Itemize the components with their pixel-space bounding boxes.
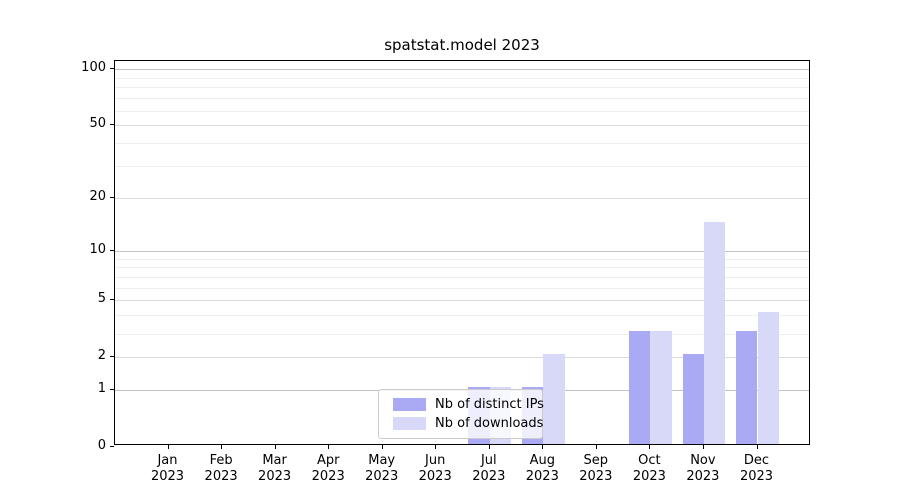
- x-tick-label-feb: Feb 2023: [189, 453, 253, 485]
- x-tick-text: May: [368, 453, 396, 468]
- gridline-y-2: [115, 357, 809, 359]
- y-tick-label-20: 20: [89, 188, 106, 204]
- x-tick-label-sep: Sep 2023: [564, 453, 628, 485]
- x-tick-text: Dec: [743, 453, 770, 468]
- x-tick-text: Mar: [262, 453, 287, 468]
- x-tick-jun: [435, 445, 437, 449]
- x-tick-label-aug: Aug 2023: [510, 453, 574, 485]
- y-tick-label-1: 1: [97, 381, 106, 397]
- gridline-y-10: [115, 250, 809, 252]
- y-tick-5: [110, 299, 114, 301]
- x-tick-text: Jun: [425, 453, 446, 468]
- x-tick-text: 2023: [204, 469, 238, 484]
- legend-item-distinct-ips: Nb of distinct IPs: [387, 396, 544, 414]
- gridline-y-30: [115, 165, 809, 167]
- x-tick-apr: [328, 445, 330, 449]
- legend-item-downloads: Nb of downloads: [387, 415, 543, 433]
- gridline-y-8: [115, 267, 809, 269]
- x-tick-text: Nov: [690, 453, 716, 468]
- x-tick-jan: [167, 445, 169, 449]
- x-tick-label-jul: Jul 2023: [457, 453, 521, 485]
- x-tick-jul: [488, 445, 490, 449]
- gridline-y-100: [115, 69, 809, 71]
- x-tick-label-may: May 2023: [350, 453, 414, 485]
- gridline-y-70: [115, 98, 809, 99]
- x-tick-text: 2023: [739, 469, 774, 484]
- x-tick-text: 2023: [525, 469, 559, 484]
- x-tick-text: 2023: [579, 469, 613, 484]
- gridline-y-6: [115, 287, 809, 289]
- bar-oct-downloads: [650, 330, 672, 444]
- gridline-y-40: [115, 143, 809, 144]
- x-tick-mar: [274, 445, 276, 449]
- x-tick-aug: [542, 445, 544, 449]
- gridline-y-50: [115, 125, 809, 127]
- x-tick-label-nov: Nov 2023: [671, 453, 735, 485]
- y-tick-label-50: 50: [89, 116, 106, 132]
- bar-oct-ips: [629, 330, 651, 444]
- y-tick-2: [110, 356, 114, 358]
- y-tick-0: [110, 446, 114, 447]
- bar-nov-ips: [682, 354, 704, 444]
- legend: Nb of distinct IPs Nb of downloads: [378, 389, 544, 439]
- x-tick-text: Jul: [480, 453, 497, 468]
- x-tick-feb: [221, 445, 223, 449]
- y-tick-100: [110, 68, 114, 70]
- x-tick-text: 2023: [365, 469, 399, 484]
- x-tick-text: Feb: [209, 453, 233, 468]
- x-tick-dec: [756, 445, 758, 449]
- y-tick-1: [110, 389, 114, 391]
- x-tick-oct: [649, 445, 651, 449]
- bar-nov-downloads: [703, 222, 726, 444]
- plot-area: [114, 60, 810, 445]
- x-tick-sep: [595, 445, 597, 449]
- gridline-y-7: [115, 276, 809, 278]
- legend-label: Nb of downloads: [435, 416, 544, 431]
- x-tick-label-dec: Dec 2023: [725, 453, 789, 485]
- x-tick-label-mar: Mar 2023: [243, 453, 307, 485]
- distinct-ips-swatch-icon: [393, 398, 426, 411]
- x-tick-text: 2023: [258, 469, 292, 484]
- x-tick-text: Oct: [638, 453, 661, 468]
- y-tick-label-0: 0: [97, 438, 106, 453]
- gridline-y-3: [115, 333, 809, 335]
- x-tick-text: Sep: [583, 453, 609, 468]
- downloads-swatch-icon: [393, 417, 426, 430]
- legend-label: Nb of distinct IPs: [435, 397, 544, 412]
- x-tick-text: 2023: [311, 469, 345, 484]
- chart-title: spatstat.model 2023: [384, 36, 540, 54]
- gridline-y-20: [115, 197, 809, 199]
- x-tick-text: 2023: [472, 469, 506, 484]
- x-tick-text: 2023: [632, 469, 666, 484]
- x-tick-text: Apr: [316, 453, 340, 468]
- x-tick-may: [381, 445, 383, 449]
- y-tick-label-100: 100: [81, 60, 106, 76]
- bar-dec-downloads: [757, 312, 779, 444]
- bar-aug-downloads: [543, 354, 565, 444]
- x-tick-label-jun: Jun 2023: [403, 453, 467, 485]
- gridline-y-4: [115, 315, 809, 317]
- y-tick-20: [110, 196, 114, 198]
- x-tick-text: Jan: [157, 453, 178, 468]
- y-tick-label-2: 2: [97, 348, 106, 364]
- y-tick-label-10: 10: [89, 241, 106, 257]
- gridline-y-5: [115, 300, 809, 302]
- gridline-y-80: [115, 87, 809, 89]
- gridline-y-60: [115, 110, 809, 112]
- bar-dec-ips: [736, 330, 758, 444]
- y-tick-10: [110, 249, 114, 251]
- x-tick-text: 2023: [418, 469, 452, 484]
- x-tick-text: Aug: [529, 453, 555, 468]
- y-tick-label-5: 5: [97, 291, 106, 307]
- x-tick-label-jan: Jan 2023: [136, 453, 200, 485]
- gridline-y-9: [115, 258, 809, 260]
- gridline-y-90: [115, 77, 809, 79]
- x-tick-label-oct: Oct 2023: [617, 453, 681, 485]
- x-tick-nov: [702, 445, 704, 449]
- y-tick-50: [110, 124, 114, 126]
- x-tick-text: 2023: [150, 469, 185, 484]
- x-tick-text: 2023: [686, 469, 720, 484]
- x-tick-label-apr: Apr 2023: [296, 453, 360, 485]
